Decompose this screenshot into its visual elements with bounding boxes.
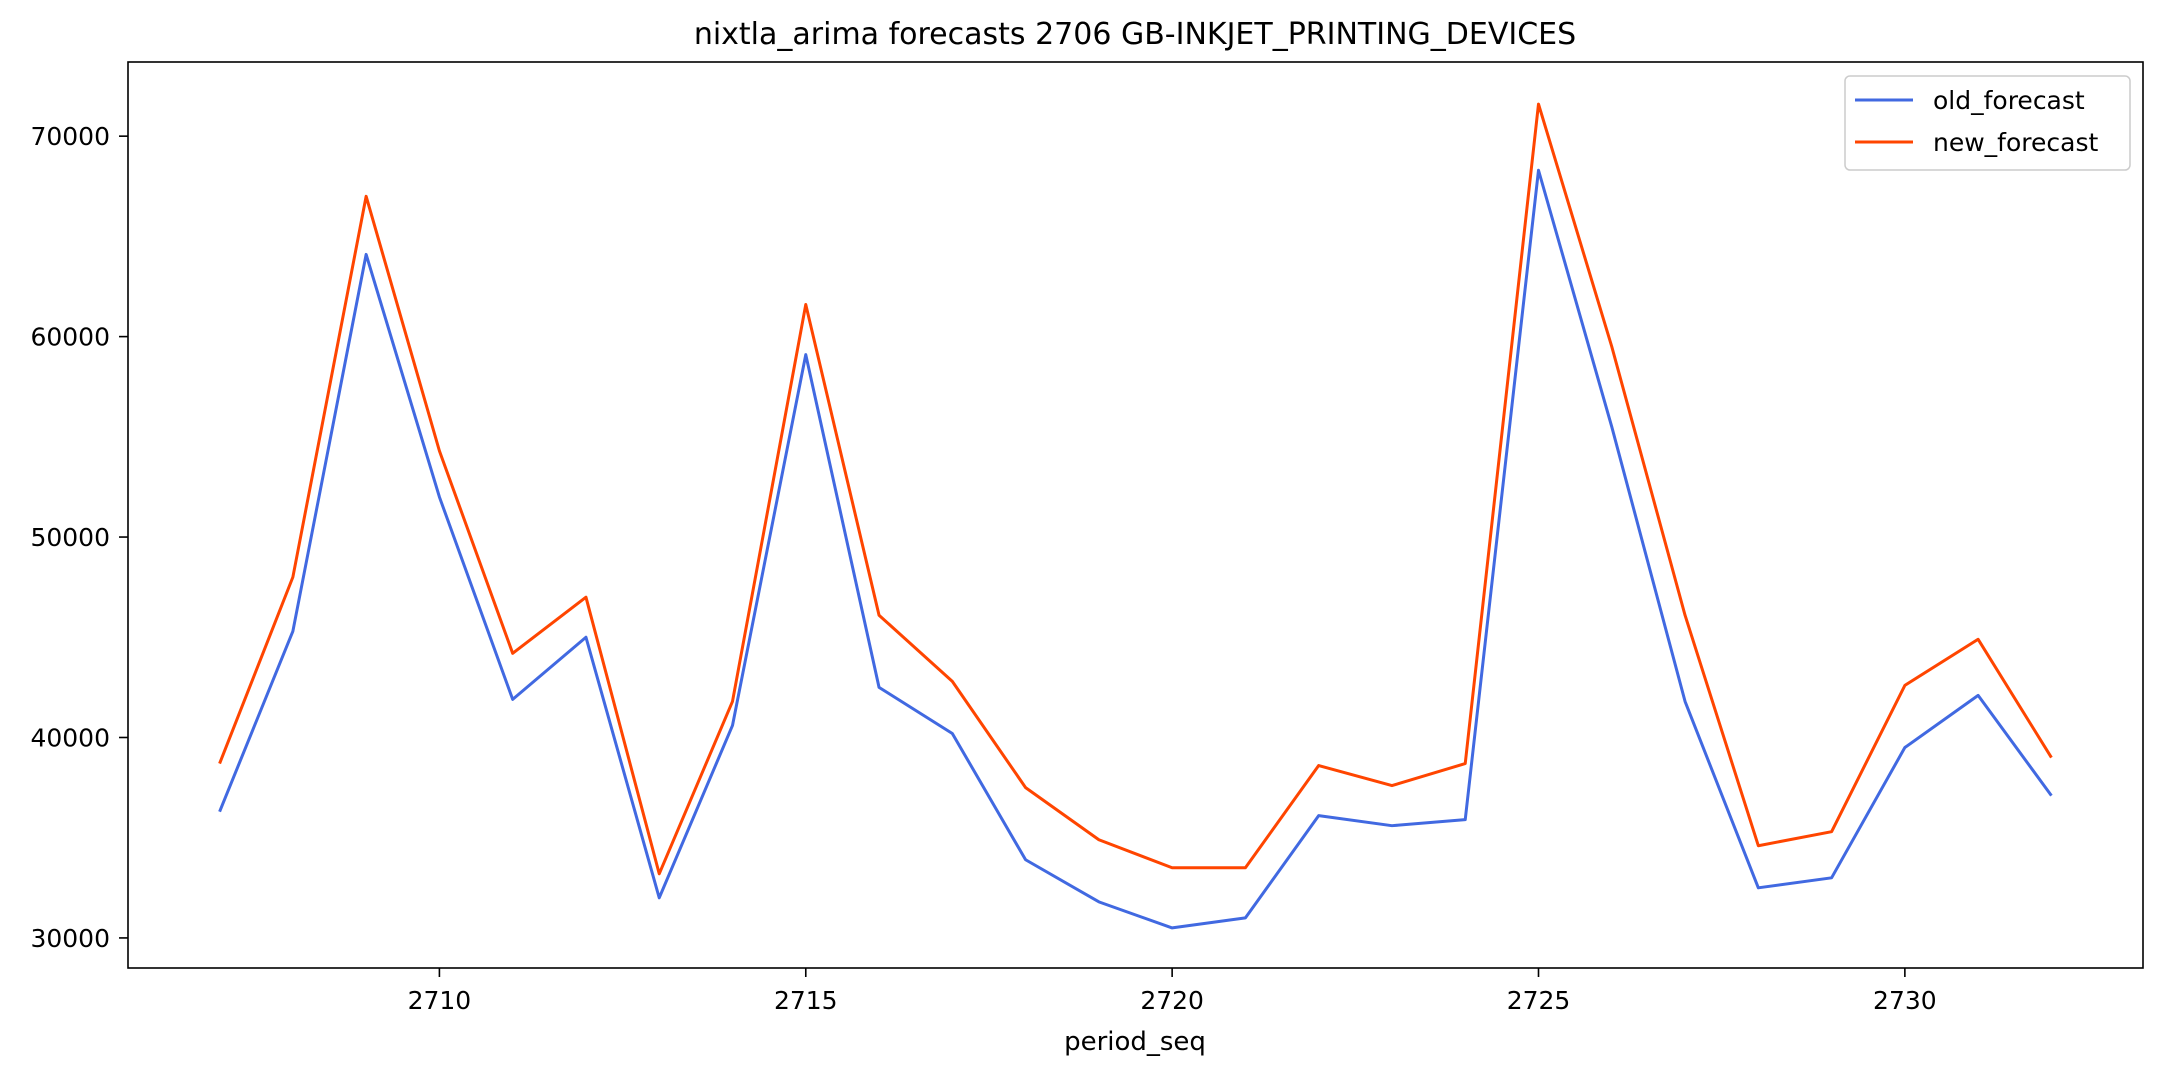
- plot-frame: [127, 61, 2144, 969]
- x-tick-label: 2725: [1507, 986, 1571, 1015]
- x-tick-label: 2720: [1140, 986, 1204, 1015]
- legend: old_forecast new_forecast: [1844, 75, 2131, 171]
- x-tick-label: 2730: [1873, 986, 1937, 1015]
- series-line-old-forecast: [218, 168, 2053, 930]
- legend-label: new_forecast: [1933, 128, 2098, 157]
- series-lines: [218, 102, 2053, 930]
- x-tick-label: 2710: [408, 986, 472, 1015]
- legend-box: [1844, 75, 2131, 171]
- x-axis-label: period_seq: [1064, 1027, 1206, 1057]
- y-tick-label: 50000: [30, 523, 110, 552]
- series-line-new-forecast: [218, 102, 2053, 876]
- y-tick-label: 40000: [30, 723, 110, 752]
- y-tick-label: 60000: [30, 323, 110, 352]
- y-tick-label: 30000: [30, 924, 110, 953]
- x-tick-label: 2715: [774, 986, 838, 1015]
- x-axis-ticks: 2710 2715 2720 2725 2730: [408, 968, 1937, 1015]
- chart-title: nixtla_arima forecasts 2706 GB-INKJET_PR…: [694, 17, 1576, 52]
- legend-label: old_forecast: [1933, 86, 2085, 115]
- y-tick-label: 70000: [30, 122, 110, 151]
- y-axis-ticks: 30000 40000 50000 60000 70000: [30, 122, 128, 953]
